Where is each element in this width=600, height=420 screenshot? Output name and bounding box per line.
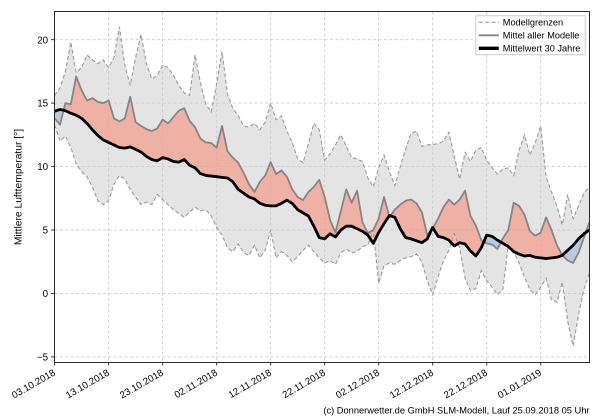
svg-text:Modellgrenzen: Modellgrenzen: [503, 17, 563, 27]
svg-text:0: 0: [43, 289, 49, 300]
svg-text:−5: −5: [37, 353, 49, 364]
svg-text:Mittelwert 30 Jahre: Mittelwert 30 Jahre: [503, 43, 581, 53]
svg-text:20: 20: [37, 35, 48, 46]
svg-text:10: 10: [37, 162, 48, 173]
svg-text:5: 5: [43, 226, 49, 237]
svg-text:Mittlere Lufttemperatur [°]: Mittlere Lufttemperatur [°]: [14, 129, 25, 245]
svg-text:(c) Donnerwetter.de GmbH SLM-M: (c) Donnerwetter.de GmbH SLM-Modell, Lau…: [323, 406, 589, 416]
svg-text:Mittel aller Modelle: Mittel aller Modelle: [503, 30, 580, 40]
svg-text:15: 15: [37, 99, 48, 110]
